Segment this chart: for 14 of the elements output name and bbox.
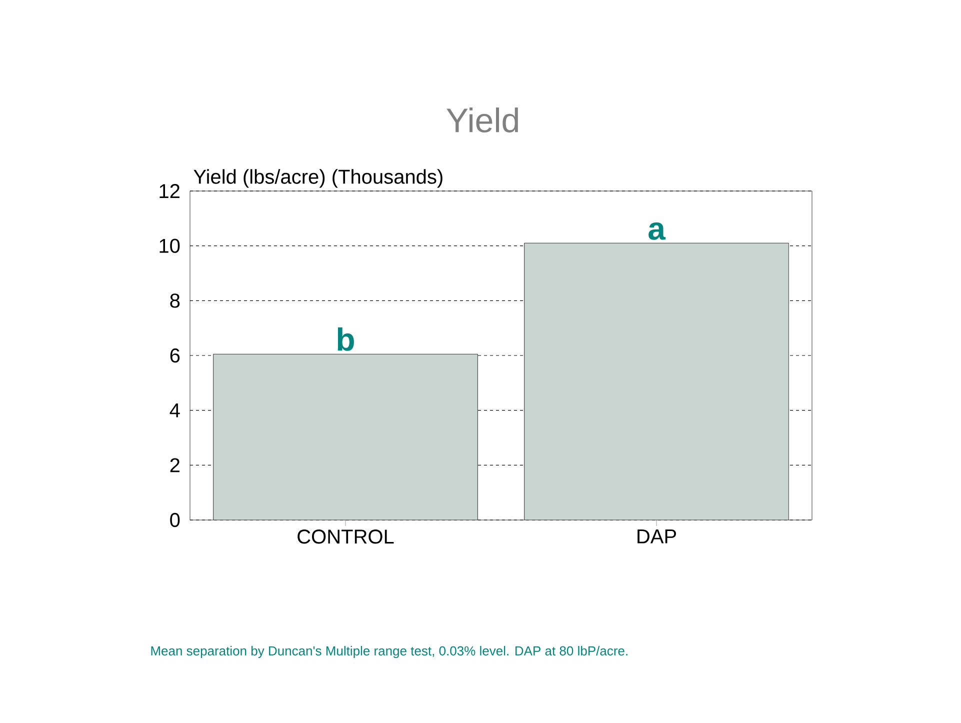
- text: Mean separation by Duncan's Multiple range test, 0.03% level. DAP at 80 lbP/acre.: [151, 646, 628, 658]
- annotation: a: [648, 222, 666, 240]
- y-tick-label: 8: [170, 294, 180, 308]
- annotation: b: [338, 327, 354, 351]
- chart-title: Yield: [446, 108, 518, 132]
- y-tick-label: 12: [160, 184, 180, 198]
- y-tick-label: 6: [170, 348, 180, 363]
- y-tick-label: 4: [170, 403, 180, 418]
- y-tick-label: 2: [170, 458, 180, 472]
- x-tick-label: DAP: [638, 530, 676, 544]
- x-tick-label: CONTROL: [298, 530, 394, 544]
- y-tick-label: 0: [170, 512, 180, 528]
- y-axis-title: Yield (lbs/acre) (Thousands): [194, 169, 442, 188]
- y-tick-label: 10: [160, 238, 180, 253]
